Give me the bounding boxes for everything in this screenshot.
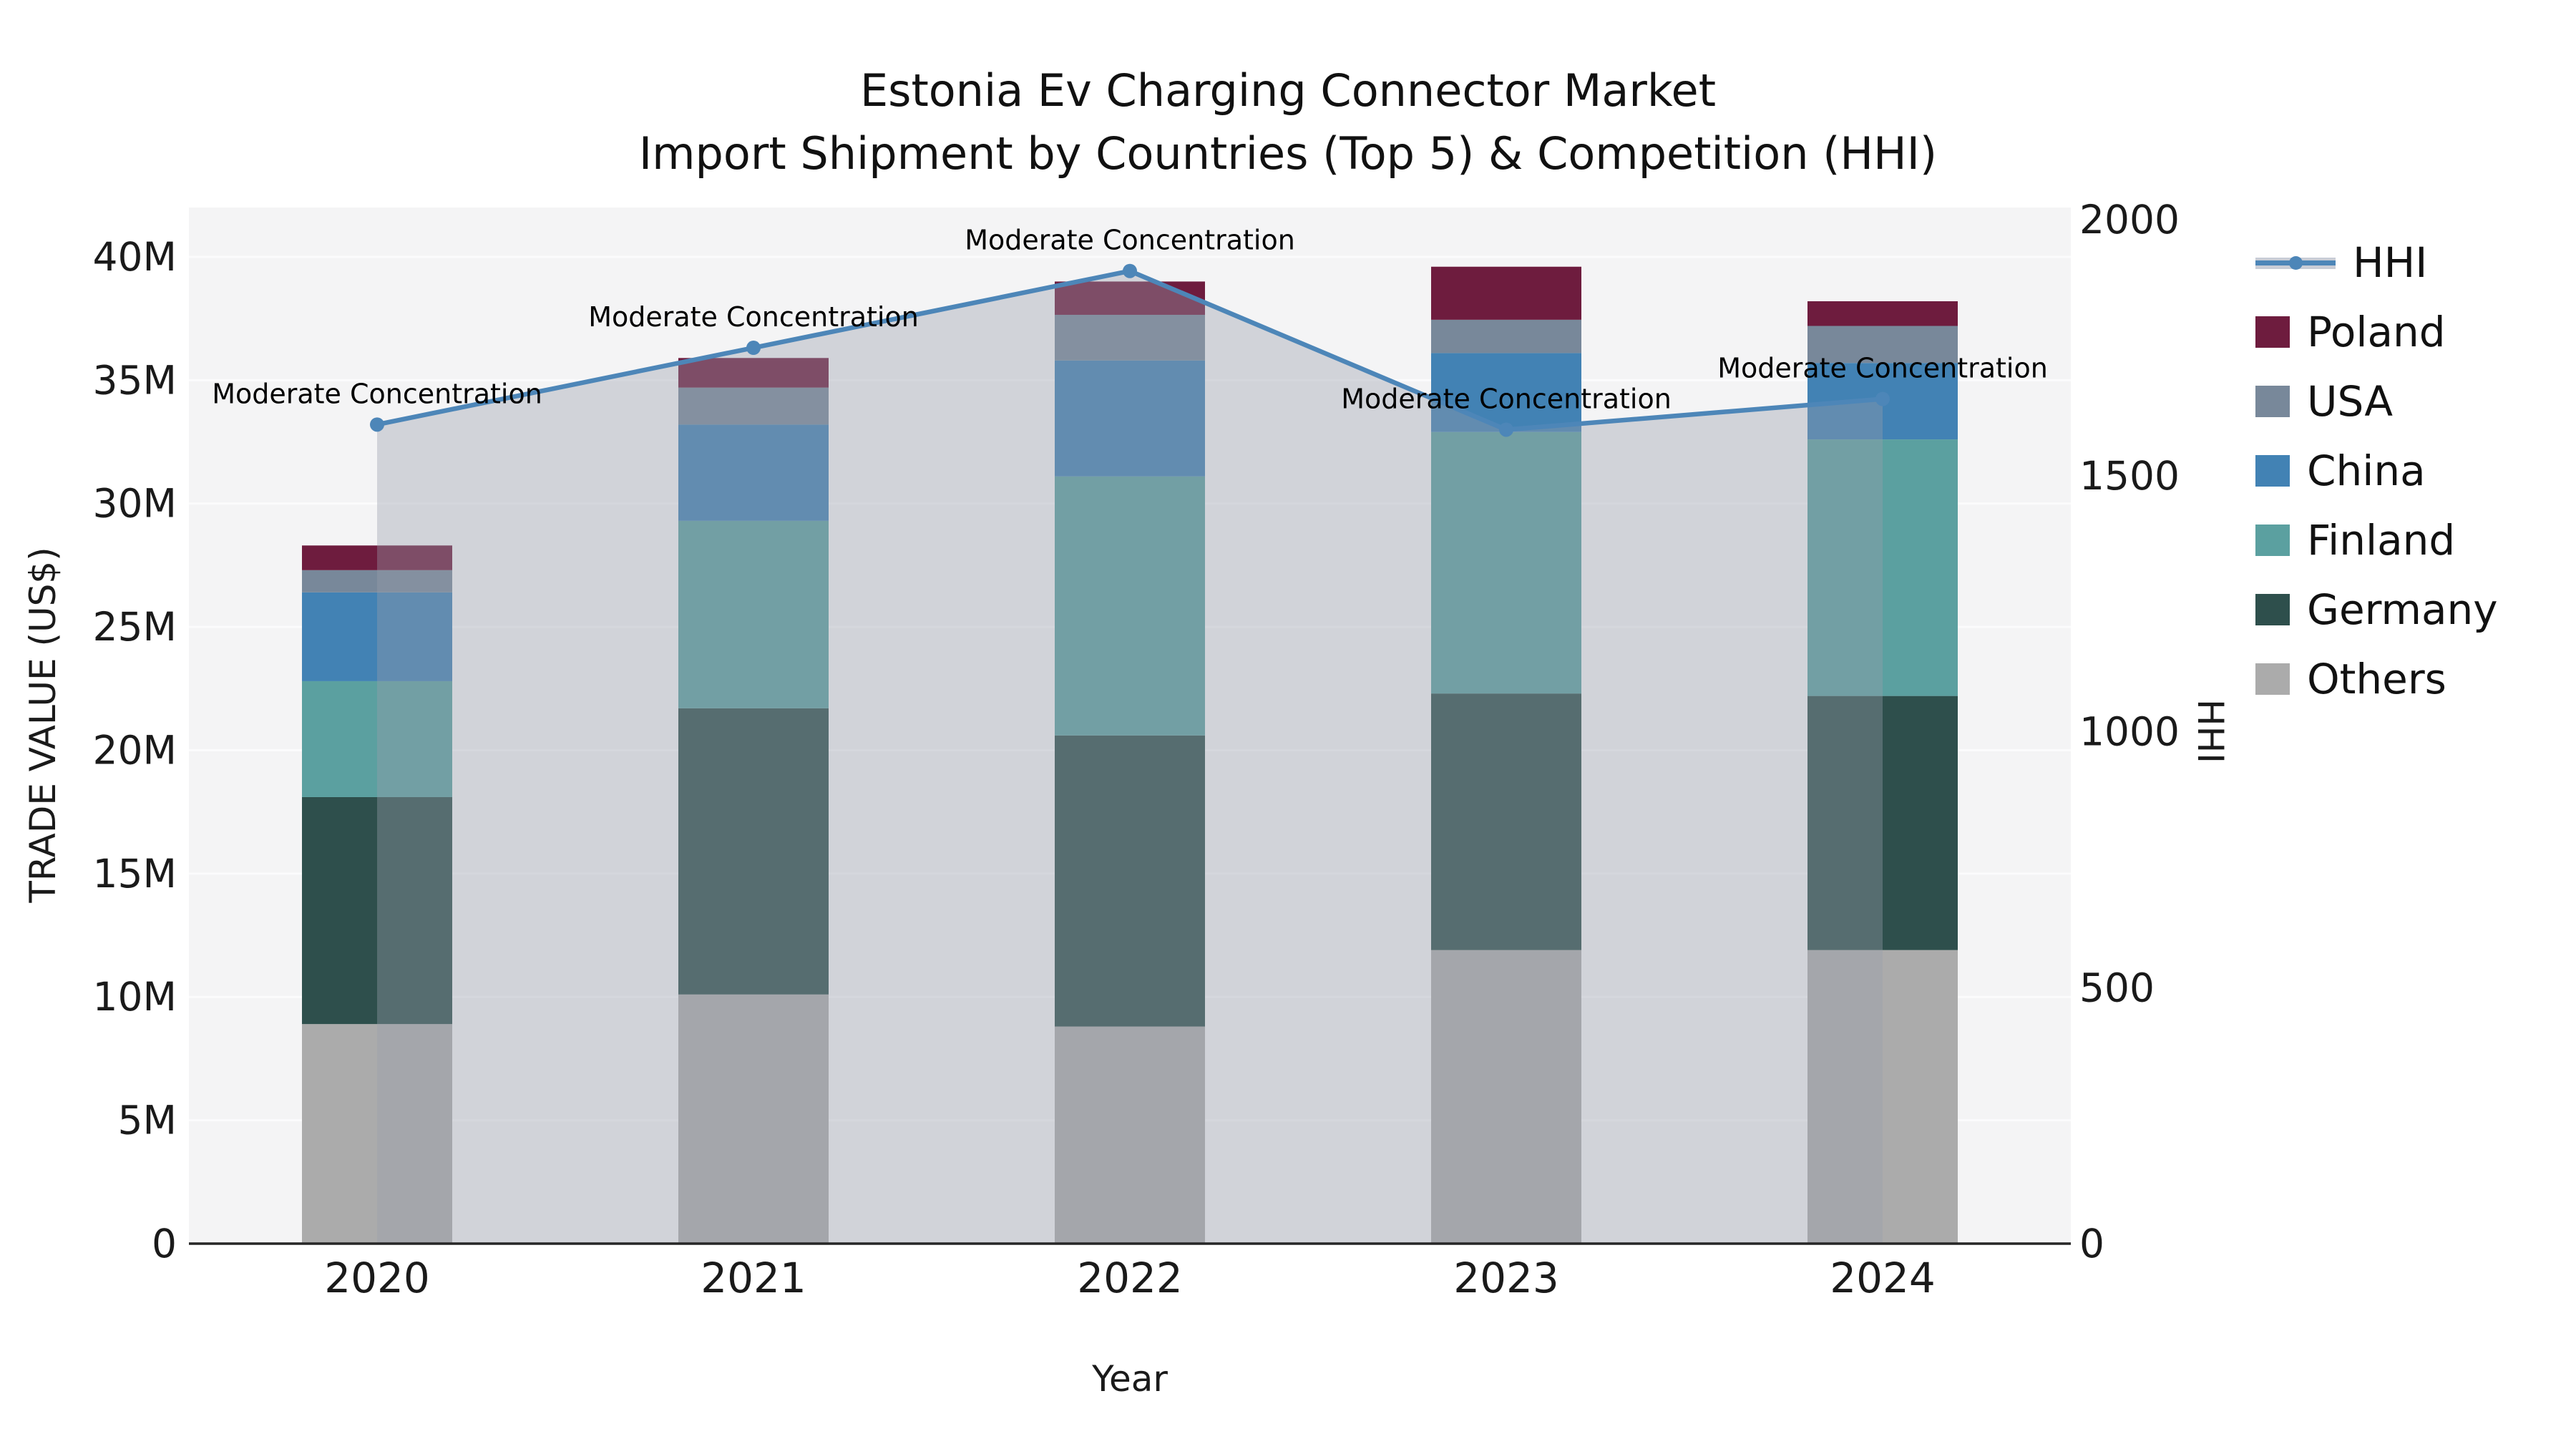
- bar-segment-germany-2020: [302, 796, 452, 1025]
- y-axis-title-right: HHI: [2190, 699, 2231, 763]
- hhi-area-fill: [377, 270, 1883, 1244]
- bar-segment-poland-2023: [1431, 266, 1581, 320]
- y-tick-right-500: 500: [2079, 965, 2155, 1010]
- chart-title-line2: Import Shipment by Countries (Top 5) & C…: [638, 127, 1938, 180]
- legend-hhi-line-swatch: [2255, 247, 2336, 278]
- hhi-marker-2024: [1875, 391, 1890, 406]
- bar-segment-china-2020: [302, 592, 452, 681]
- legend-swatch-germany: [2255, 593, 2290, 625]
- legend-swatch-usa: [2255, 385, 2290, 417]
- y-tick-left-5M: 5M: [118, 1098, 177, 1143]
- y-axis-title-left: TRADE VALUE (US$): [22, 547, 64, 903]
- legend-label-others: Others: [2307, 654, 2446, 703]
- bar-segment-finland-2024: [1807, 439, 1958, 696]
- y-tick-right-1500: 1500: [2079, 453, 2180, 499]
- bar-segment-china-2022: [1055, 360, 1205, 477]
- x-tick-label-2024: 2024: [1830, 1254, 1936, 1302]
- y-tick-left-25M: 25M: [93, 604, 177, 650]
- legend-item-hhi: HHI: [2255, 228, 2498, 297]
- annotation-2020: Moderate Concentration: [212, 378, 542, 409]
- y-tick-right-2000: 2000: [2079, 197, 2180, 243]
- bar-segment-germany-2022: [1055, 735, 1205, 1027]
- bar-segment-germany-2021: [678, 708, 829, 995]
- hhi-marker-2022: [1123, 263, 1137, 278]
- legend-label-hhi: HHI: [2353, 238, 2428, 287]
- bar-segment-others-2020: [302, 1024, 452, 1244]
- x-tick-label-2020: 2020: [324, 1254, 430, 1302]
- bar-segment-usa-2023: [1431, 319, 1581, 353]
- hhi-marker-2020: [370, 417, 384, 432]
- bar-segment-germany-2024: [1807, 696, 1958, 950]
- bar-segment-others-2024: [1807, 950, 1958, 1244]
- legend-swatch-china: [2255, 454, 2290, 487]
- legend-label-germany: Germany: [2307, 585, 2498, 634]
- annotation-2021: Moderate Concentration: [588, 301, 919, 333]
- legend-hhi-dot-marker-icon: [2289, 255, 2303, 270]
- legend-label-poland: Poland: [2307, 307, 2446, 356]
- legend-label-usa: USA: [2307, 376, 2394, 426]
- bar-segment-usa-2020: [302, 570, 452, 592]
- bar-segment-china-2021: [678, 424, 829, 521]
- legend-item-others: Others: [2255, 644, 2498, 713]
- legend-label-china: China: [2307, 446, 2426, 495]
- bar-segment-finland-2022: [1055, 476, 1205, 736]
- annotation-2024: Moderate Concentration: [1717, 353, 2048, 384]
- bar-segment-others-2023: [1431, 950, 1581, 1244]
- bar-segment-finland-2021: [678, 520, 829, 708]
- x-tick-label-2023: 2023: [1453, 1254, 1559, 1302]
- legend-item-china: China: [2255, 436, 2498, 505]
- hhi-marker-2021: [746, 341, 761, 356]
- x-axis-title: Year: [1092, 1358, 1168, 1400]
- legend-item-usa: USA: [2255, 366, 2498, 436]
- x-tick-label-2022: 2022: [1077, 1254, 1183, 1302]
- y-tick-left-20M: 20M: [93, 727, 177, 773]
- y-tick-left-0: 0: [152, 1221, 177, 1267]
- bar-segment-finland-2023: [1431, 431, 1581, 694]
- legend-swatch-finland: [2255, 524, 2290, 556]
- y-tick-left-30M: 30M: [93, 481, 177, 527]
- y-tick-left-35M: 35M: [93, 357, 177, 403]
- bar-segment-poland-2022: [1055, 281, 1205, 315]
- bar-segment-poland-2021: [678, 358, 829, 388]
- x-tick-label-2021: 2021: [701, 1254, 806, 1302]
- annotation-2023: Moderate Concentration: [1341, 383, 1672, 414]
- y-tick-left-10M: 10M: [93, 974, 177, 1020]
- y-tick-left-40M: 40M: [93, 234, 177, 280]
- legend-label-finland: Finland: [2307, 515, 2456, 565]
- bar-segment-poland-2024: [1807, 301, 1958, 326]
- legend-item-finland: Finland: [2255, 505, 2498, 575]
- legend-swatch-poland: [2255, 316, 2290, 348]
- bar-segment-usa-2022: [1055, 314, 1205, 361]
- bar-segment-poland-2020: [302, 545, 452, 570]
- chart-title-line1: Estonia Ev Charging Connector Market: [859, 64, 1717, 117]
- legend: HHI Poland USA China Finland Germany Others: [2255, 228, 2498, 713]
- legend-item-germany: Germany: [2255, 575, 2498, 644]
- bar-segment-usa-2021: [678, 387, 829, 425]
- annotation-2022: Moderate Concentration: [965, 225, 1295, 256]
- y-tick-left-15M: 15M: [93, 851, 177, 897]
- bar-segment-china-2023: [1431, 353, 1581, 432]
- bar-segment-usa-2024: [1807, 326, 1958, 364]
- y-tick-right-0: 0: [2079, 1221, 2104, 1267]
- bar-segment-others-2021: [678, 994, 829, 1244]
- hhi-marker-2023: [1499, 422, 1513, 437]
- bar-segment-others-2022: [1055, 1026, 1205, 1244]
- legend-swatch-others: [2255, 663, 2290, 695]
- legend-item-poland: Poland: [2255, 297, 2498, 366]
- bar-segment-finland-2020: [302, 680, 452, 797]
- bar-segment-germany-2023: [1431, 693, 1581, 950]
- y-tick-right-1000: 1000: [2079, 709, 2180, 755]
